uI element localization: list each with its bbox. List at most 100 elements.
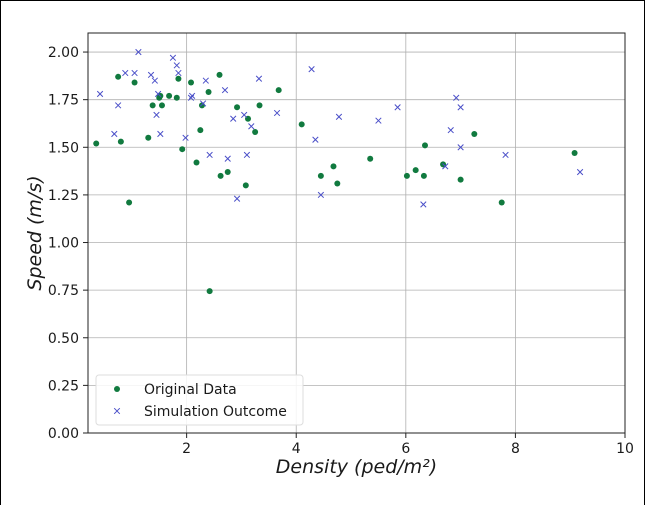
simulation-point (243, 151, 251, 159)
original-data-point (166, 92, 173, 99)
simulation-point (317, 191, 325, 199)
simulation-point (241, 111, 248, 119)
x-tick-label: 2 (182, 441, 191, 457)
x-axis-label: Density (ped/m²) (276, 456, 437, 478)
simulation-point (248, 123, 255, 130)
x-tick-labels: 2 4 6 8 10 (182, 433, 634, 457)
y-tick-label: 0.25 (48, 378, 79, 394)
simulation-point (442, 163, 449, 170)
y-tick-label: 0.75 (48, 283, 79, 299)
y-axis-label: Speed (m/s) (24, 175, 46, 290)
original-data-point (275, 87, 282, 94)
x-tick-label: 8 (511, 441, 520, 457)
original-data-point (457, 176, 464, 183)
original-data-point (197, 127, 204, 134)
original-data-point (252, 129, 259, 136)
simulation-point (188, 92, 196, 100)
simulation-point (375, 117, 382, 124)
simulation-point (233, 195, 241, 202)
original-data-point (420, 172, 427, 179)
simulation-point (187, 94, 195, 101)
simulation-point (457, 104, 464, 111)
original-data-point (217, 172, 224, 179)
simulation-point (111, 130, 118, 138)
y-tick-labels: 0.00 0.25 0.50 0.75 1.00 1.25 1.50 1.75 2.00 (48, 45, 88, 442)
simulation-point (135, 48, 142, 56)
original-data-point (330, 163, 337, 170)
original-data-point (188, 79, 195, 86)
simulation-point (154, 90, 162, 98)
original-data-point (117, 138, 124, 145)
legend-box (95, 374, 304, 426)
simulation-point (308, 66, 315, 73)
original-data-point (193, 159, 200, 166)
original-data-point (403, 172, 410, 179)
legend-marker-simulation (113, 407, 121, 415)
simulation-point (224, 155, 231, 162)
original-data-point (126, 199, 133, 206)
legend-marker-original (114, 386, 120, 392)
legend-label-original: Original Data (144, 382, 237, 398)
simulation-point (394, 104, 401, 111)
simulation-point (151, 77, 159, 84)
original-data-point (471, 130, 478, 137)
original-data-point (93, 140, 100, 147)
plot-area-border (87, 32, 626, 434)
y-tick-label: 1.00 (48, 236, 79, 252)
simulation-point (153, 111, 160, 119)
simulation-point (114, 102, 122, 109)
original-data-point (198, 102, 205, 109)
original-data-point (158, 102, 165, 109)
original-data-point (131, 79, 138, 86)
simulation-point (175, 69, 182, 77)
original-data-point (334, 180, 341, 187)
simulation-point (131, 69, 138, 77)
simulation-point (447, 126, 454, 134)
original-data-point (367, 155, 374, 162)
original-data-point (206, 288, 213, 295)
simulation-point (576, 168, 584, 176)
original-data-point (256, 102, 263, 109)
original-data-point (175, 75, 182, 82)
simulation-point (453, 94, 460, 101)
simulation-point (182, 134, 189, 141)
x-tick-label: 10 (616, 441, 634, 457)
original-data-point (115, 73, 122, 80)
simulation-point (147, 71, 155, 79)
simulation-point (122, 69, 129, 77)
original-data-point (498, 199, 505, 206)
data-points (93, 48, 584, 295)
simulation-point (312, 136, 319, 143)
y-tick-label: 0.00 (48, 426, 79, 442)
original-data-point (224, 169, 231, 176)
original-data-point (412, 167, 419, 174)
simulation-point (206, 151, 213, 159)
simulation-point (199, 100, 207, 107)
y-tick-label: 1.25 (48, 188, 79, 204)
simulation-point (96, 90, 104, 98)
x-tick-label: 6 (401, 441, 410, 457)
simulation-point (420, 201, 427, 208)
y-tick-label: 0.50 (48, 331, 79, 347)
original-data-point (242, 182, 249, 189)
original-data-point (216, 71, 223, 78)
simulation-point (502, 151, 509, 159)
x-tick-label: 4 (292, 441, 301, 457)
simulation-point (273, 109, 281, 117)
simulation-point (221, 86, 229, 94)
y-tick-label: 2.00 (48, 45, 79, 61)
legend-label-simulation: Simulation Outcome (144, 404, 287, 420)
original-data-point (205, 89, 212, 96)
original-data-point (571, 150, 578, 156)
simulation-point (457, 144, 464, 151)
y-tick-label: 1.75 (48, 93, 79, 109)
original-data-point (145, 134, 152, 141)
simulation-point (335, 113, 343, 120)
simulation-point (202, 77, 209, 84)
simulation-point (157, 130, 164, 138)
simulation-point (255, 75, 263, 82)
y-tick-label: 1.50 (48, 140, 79, 156)
legend: Original Data Simulation Outcome (95, 374, 304, 426)
